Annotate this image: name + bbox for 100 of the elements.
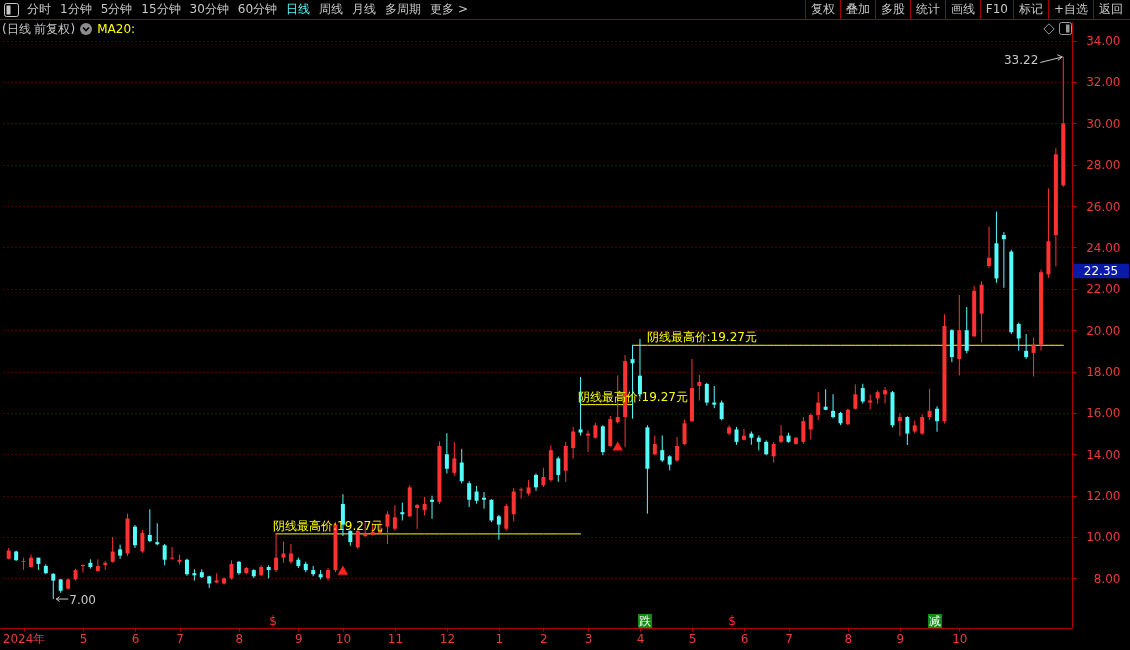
chart-title: (日线 前复权) xyxy=(2,21,76,38)
text: 返回 xyxy=(1093,0,1128,19)
candlestick xyxy=(132,524,137,549)
series-label: 阴线最高价:19.27元 xyxy=(646,330,757,345)
candlestick xyxy=(162,543,167,566)
y-tick-label: 20.00 xyxy=(1086,323,1121,338)
text: 多周期 xyxy=(385,1,422,18)
candlestick xyxy=(51,572,56,600)
candlestick xyxy=(274,532,279,573)
candlestick xyxy=(816,391,821,421)
candlestick xyxy=(831,393,836,419)
candlestick xyxy=(288,543,293,565)
candlestick xyxy=(110,536,115,564)
text: 22.35 xyxy=(1083,264,1119,278)
annotation: $ xyxy=(728,614,736,628)
candlestick xyxy=(430,495,435,520)
candlestick xyxy=(704,382,709,406)
candlestick xyxy=(905,415,910,446)
x-tick-label: 7 xyxy=(176,631,184,646)
candlestick xyxy=(541,467,546,488)
candlestick xyxy=(519,487,524,500)
x-tick-label: 11 xyxy=(387,631,404,646)
y-tick-label: 30.00 xyxy=(1086,116,1121,131)
y-tick-label: 10.00 xyxy=(1086,530,1121,545)
y-tick-label: 14.00 xyxy=(1086,447,1121,462)
candlestick xyxy=(987,226,992,269)
text: 30分钟 xyxy=(189,1,229,18)
text: 分时 xyxy=(27,1,51,18)
candlestick xyxy=(385,510,390,545)
text: 5分钟 xyxy=(100,1,133,18)
x-tick-label: 7 xyxy=(785,631,793,646)
y-tick-label: 32.00 xyxy=(1086,75,1121,90)
y-tick-label: 8.00 xyxy=(1093,571,1121,586)
x-tick-label: 1 xyxy=(495,631,504,646)
text: 更多 > xyxy=(430,1,468,18)
candlestick xyxy=(281,541,286,564)
y-tick-label: 16.00 xyxy=(1086,406,1121,421)
x-tick-label: 2 xyxy=(540,631,548,646)
text: 60分钟 xyxy=(237,1,278,18)
annotation: MA20: xyxy=(97,21,136,38)
candlestick xyxy=(1001,231,1006,289)
text: 月线 xyxy=(352,1,377,18)
candlestick xyxy=(652,434,657,456)
x-tick-label: 9 xyxy=(295,631,303,646)
x-tick-label: 10 xyxy=(952,631,968,646)
candlestick xyxy=(675,436,680,463)
candlestick xyxy=(140,529,145,554)
candlestick xyxy=(415,503,420,530)
candlestick xyxy=(192,568,197,582)
y-tick-label: 26.00 xyxy=(1086,199,1121,214)
text: 画线 xyxy=(944,0,980,19)
candlestick xyxy=(229,559,234,581)
y-tick-label: 28.00 xyxy=(1086,158,1121,173)
candlestick xyxy=(741,428,746,441)
annotation: 7.00 xyxy=(69,593,96,608)
text: 15分钟 xyxy=(141,1,181,18)
candlestick xyxy=(392,504,397,532)
candlestick xyxy=(897,413,902,437)
candlestick xyxy=(21,557,26,571)
text: 1分钟 xyxy=(60,1,92,18)
candlestick xyxy=(935,405,940,433)
candlestick xyxy=(712,385,717,409)
candlestick xyxy=(585,429,590,453)
candlestick xyxy=(496,514,501,541)
x-tick-label: 8 xyxy=(844,631,853,646)
candlestick xyxy=(771,441,776,464)
candlestick xyxy=(155,522,160,546)
text: 多股 xyxy=(874,0,910,19)
candlestick xyxy=(511,487,516,522)
text: 周线 xyxy=(319,1,344,18)
candlestick xyxy=(80,563,85,574)
y-tick-label: 18.00 xyxy=(1086,365,1121,380)
candlestick xyxy=(504,503,509,532)
y-tick-label: 34.00 xyxy=(1086,34,1121,49)
candlestick xyxy=(808,413,813,440)
x-tick-label: 6 xyxy=(740,631,749,646)
candlestick xyxy=(482,491,487,510)
text: 标记 xyxy=(1012,0,1048,19)
candlestick xyxy=(779,424,784,444)
candlestick xyxy=(489,498,494,523)
x-tick-label: 8 xyxy=(235,631,244,646)
x-tick-label: 9 xyxy=(896,631,905,646)
annotation: $ xyxy=(269,614,277,628)
text: 叠加 xyxy=(839,0,875,19)
candlestick xyxy=(170,546,175,560)
candlestick xyxy=(147,508,152,543)
candlestick xyxy=(964,306,969,354)
candlestick xyxy=(118,544,123,560)
candlestick xyxy=(556,456,561,483)
candlestick xyxy=(1031,336,1036,377)
candlestick xyxy=(920,413,925,436)
y-tick-label: 12.00 xyxy=(1086,489,1121,504)
text: F10 xyxy=(979,0,1013,19)
annotation: 33.22 xyxy=(1003,52,1039,67)
text: 日线 xyxy=(286,1,311,18)
candlestick xyxy=(355,528,360,550)
y-tick-label: 22.00 xyxy=(1086,282,1121,297)
candlestick xyxy=(682,419,687,446)
candlestick xyxy=(459,448,464,484)
y-tick-label: 24.00 xyxy=(1086,240,1121,255)
